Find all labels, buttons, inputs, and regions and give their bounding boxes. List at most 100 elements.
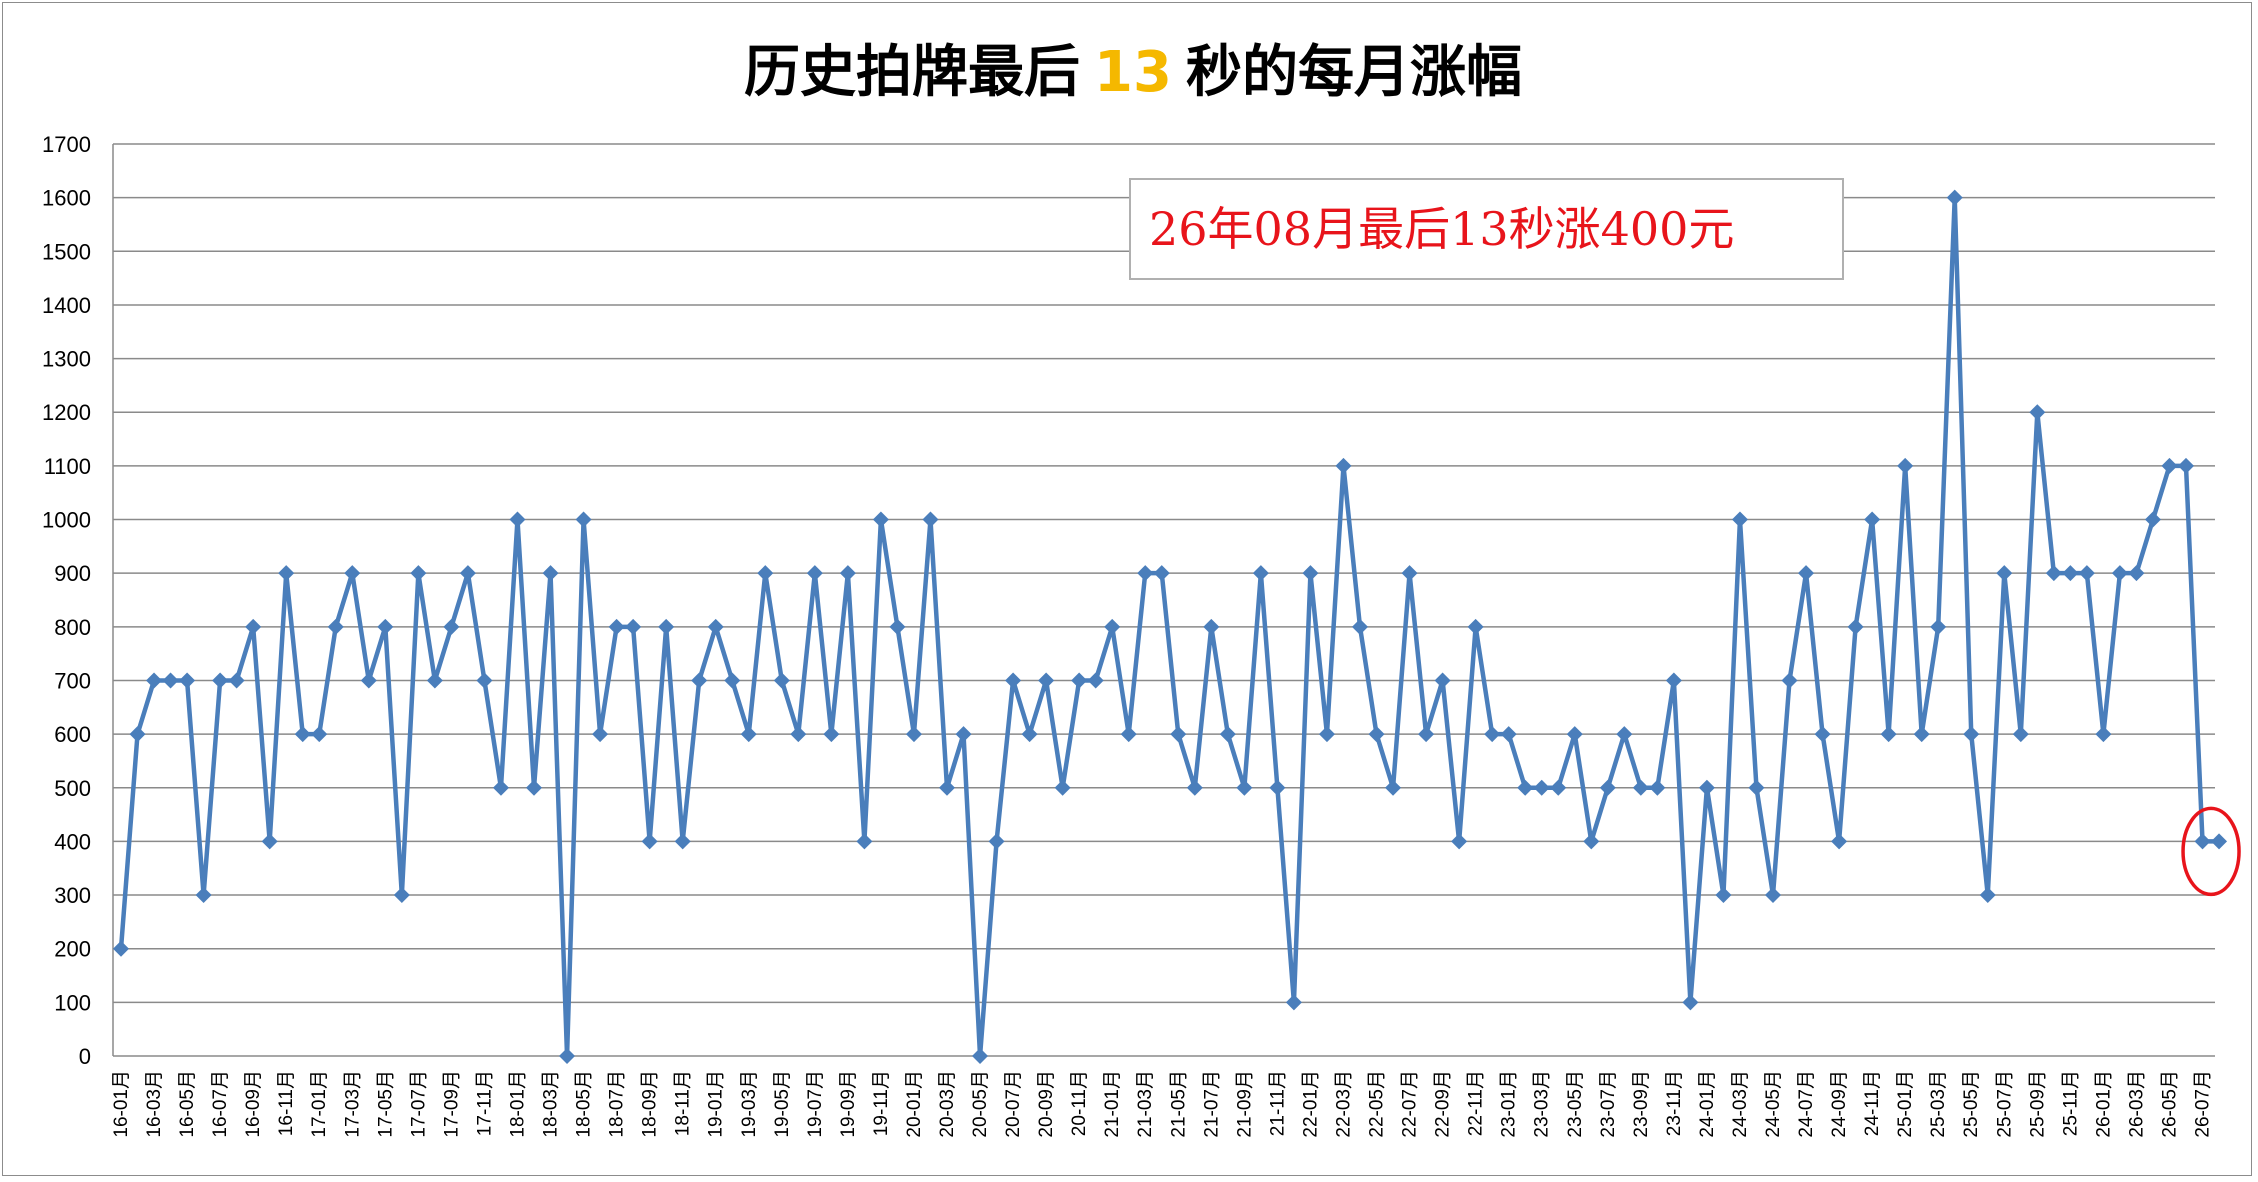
data-point	[1071, 672, 1088, 689]
data-point	[2078, 565, 2095, 582]
data-point	[955, 726, 972, 743]
y-axis-ticks: 0 100 200 300 400 500 600 700 800 900 1000 1100 1200…	[42, 132, 91, 1069]
data-point	[228, 672, 245, 689]
data-point	[261, 833, 278, 850]
data-point	[1418, 726, 1435, 743]
data-point	[443, 618, 460, 635]
data-point	[1798, 565, 1815, 582]
annotation-callout: 26年08月最后13秒涨400元	[1129, 178, 1844, 280]
data-point	[1236, 779, 1253, 796]
data-point	[113, 940, 129, 957]
x-tick-label: 21-05月	[1168, 1070, 1189, 1138]
data-point	[1583, 833, 1600, 850]
x-tick-label: 17-11月	[474, 1070, 495, 1136]
data-point	[1170, 726, 1187, 743]
x-tick-label: 16-09月	[243, 1070, 264, 1138]
data-point	[245, 618, 262, 635]
data-point	[1682, 994, 1699, 1011]
y-tick-label: 600	[54, 722, 91, 747]
x-tick-label: 16-01月	[111, 1070, 132, 1138]
y-tick-label: 0	[79, 1044, 91, 1069]
data-point	[790, 726, 807, 743]
x-tick-label: 21-09月	[1234, 1070, 1255, 1138]
x-tick-label: 23-07月	[1598, 1070, 1619, 1138]
x-tick-label: 23-05月	[1565, 1070, 1586, 1138]
data-point	[1632, 779, 1649, 796]
data-point	[592, 726, 609, 743]
x-tick-label: 20-03月	[937, 1070, 958, 1138]
x-tick-label: 20-09月	[1036, 1070, 1057, 1138]
data-point	[773, 672, 790, 689]
chart-title: 历史拍牌最后 13 秒的每月涨幅	[744, 39, 1522, 105]
data-point	[1500, 726, 1517, 743]
data-point	[641, 833, 658, 850]
y-tick-label: 300	[54, 883, 91, 908]
x-tick-label: 21-11月	[1267, 1070, 1288, 1136]
x-axis-ticks: 16-01月 16-03月 16-05月 16-07月 16-09月 16-11月 17-0…	[111, 1070, 2214, 1138]
data-point	[1252, 565, 1269, 582]
y-tick-label: 1200	[42, 400, 91, 425]
x-tick-label: 26-07月	[2193, 1070, 2214, 1138]
data-point	[1814, 726, 1831, 743]
data-point	[1038, 672, 1055, 689]
data-point	[1765, 887, 1781, 904]
highlight-ellipse	[2181, 806, 2241, 897]
x-tick-label: 26-01月	[2093, 1070, 2114, 1138]
x-tick-label: 25-05月	[1961, 1070, 1982, 1138]
data-point	[674, 833, 691, 850]
data-point	[658, 618, 675, 635]
data-point	[278, 565, 295, 582]
data-point	[1467, 618, 1484, 635]
data-point	[509, 511, 526, 528]
line-chart: 历史拍牌最后 13 秒的每月涨幅 0 100 200 300 400 500 600 700 800…	[42, 39, 2241, 1138]
x-tick-label: 25-11月	[2060, 1070, 2081, 1136]
x-tick-label: 26-03月	[2126, 1070, 2147, 1138]
annotation-text: 26年08月最后13秒涨400元	[1149, 202, 1734, 256]
data-point	[1880, 726, 1897, 743]
data-point	[1913, 726, 1930, 743]
data-point	[856, 833, 873, 850]
x-tick-label: 18-01月	[507, 1070, 528, 1138]
data-point	[1285, 994, 1302, 1011]
x-tick-label: 17-03月	[342, 1070, 363, 1138]
x-tick-label: 17-01月	[309, 1070, 330, 1138]
data-point	[2128, 565, 2145, 582]
data-point	[1566, 726, 1583, 743]
data-point	[988, 833, 1005, 850]
y-tick-label: 900	[54, 561, 91, 586]
y-tick-label: 1600	[42, 186, 91, 211]
annotation-box	[1129, 178, 1844, 280]
x-tick-label: 24-05月	[1763, 1070, 1784, 1138]
data-point	[1599, 779, 1616, 796]
x-tick-label: 22-09月	[1433, 1070, 1454, 1138]
x-tick-label: 22-03月	[1333, 1070, 1354, 1138]
x-tick-label: 18-11月	[673, 1070, 694, 1136]
data-point	[1318, 726, 1335, 743]
data-point	[476, 672, 493, 689]
x-tick-label: 17-05月	[375, 1070, 396, 1138]
data-point	[377, 618, 394, 635]
data-point	[740, 726, 757, 743]
data-point	[1731, 511, 1748, 528]
x-tick-label: 17-09月	[441, 1070, 462, 1138]
data-point	[1368, 726, 1385, 743]
y-tick-label: 1000	[42, 508, 91, 533]
data-point	[1385, 779, 1402, 796]
data-point	[905, 726, 922, 743]
x-tick-label: 21-03月	[1135, 1070, 1156, 1138]
data-point	[2095, 726, 2112, 743]
x-tick-label: 16-07月	[210, 1070, 231, 1138]
y-tick-label: 1400	[42, 293, 91, 318]
x-tick-label: 19-03月	[739, 1070, 760, 1138]
y-tick-label: 100	[54, 990, 91, 1015]
data-point	[1550, 779, 1567, 796]
x-tick-label: 19-05月	[772, 1070, 793, 1138]
x-tick-label: 16-11月	[276, 1070, 297, 1136]
data-point	[344, 565, 361, 582]
data-point	[1120, 726, 1137, 743]
data-point	[1269, 779, 1286, 796]
data-point	[1335, 457, 1352, 474]
x-tick-label: 25-03月	[1928, 1070, 1949, 1138]
y-tick-label: 1700	[42, 132, 91, 157]
